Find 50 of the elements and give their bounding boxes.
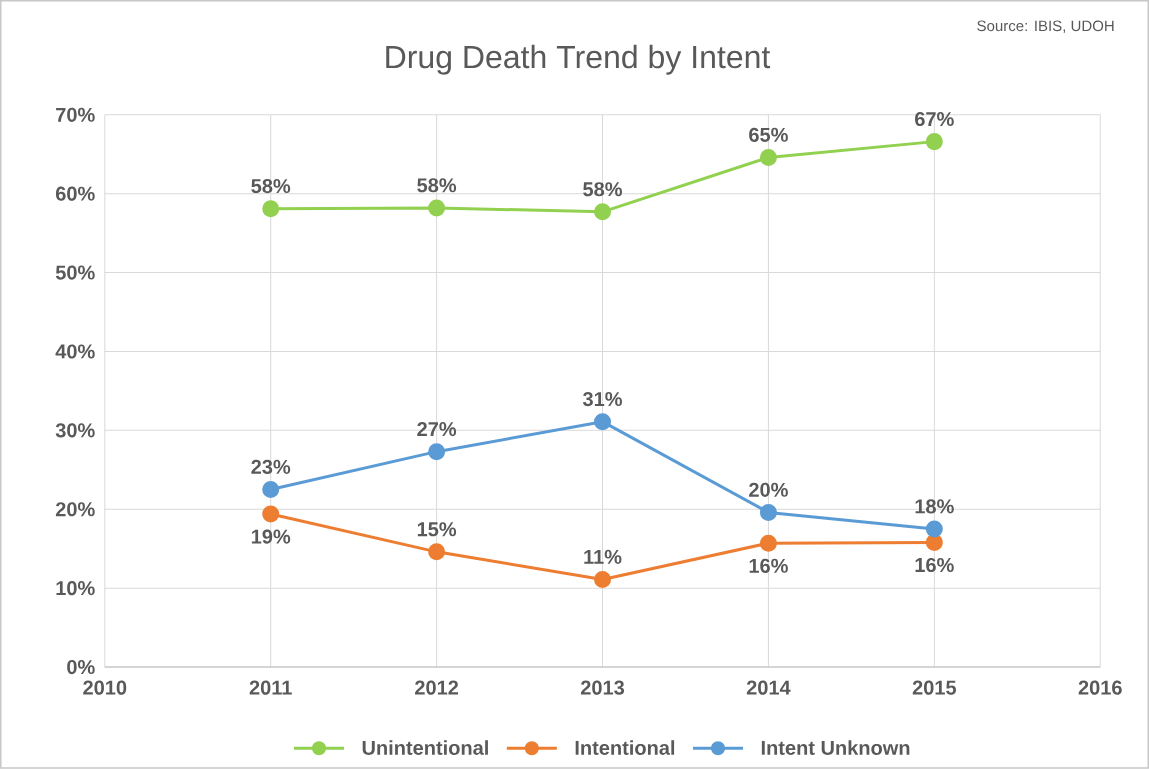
data-label: 65%: [749, 127, 788, 142]
legend-label: Intentional: [575, 740, 675, 755]
x-tick-label: 2014: [746, 680, 791, 695]
data-label: 19%: [251, 529, 291, 544]
point: [759, 534, 777, 552]
legend-label: Intent Unknown: [761, 740, 910, 755]
point: [925, 533, 943, 551]
data-label: 58%: [417, 178, 457, 193]
data-label: 27%: [417, 422, 457, 437]
data-label: 23%: [251, 459, 291, 475]
y-tick-label: 30%: [55, 423, 95, 438]
y-tick-label: 20%: [55, 502, 95, 517]
data-label: 58%: [583, 182, 622, 197]
x-tick-label: 2015: [912, 680, 957, 695]
chart-title: Drug Death Trend by Intent: [386, 44, 771, 75]
y-tick-label: 60%: [55, 186, 95, 201]
point: [925, 520, 943, 538]
x-tick-label: 2012: [415, 680, 459, 695]
y-tick-label: 70%: [56, 107, 95, 122]
data-label: 16%: [749, 558, 788, 573]
point: [594, 413, 612, 431]
data-label: 20%: [749, 482, 788, 497]
point: [759, 148, 777, 166]
point: [925, 133, 943, 151]
y-tick-label: 0%: [67, 660, 95, 675]
data-label: 18%: [915, 499, 954, 514]
data-label: 67%: [915, 112, 954, 127]
point: [759, 503, 777, 521]
point: [262, 200, 280, 218]
data-label: 31%: [582, 392, 622, 407]
point: [428, 443, 446, 461]
point: [262, 481, 280, 499]
x-tick-label: 2010: [83, 680, 127, 695]
point: [594, 571, 612, 589]
data-label: 16%: [915, 557, 954, 573]
source-note: Source: IBIS, UDOH: [977, 20, 1114, 34]
data-label: 11%: [584, 549, 622, 565]
data-label: 15%: [417, 522, 457, 537]
point: [428, 199, 446, 217]
x-tick-label: 2011: [249, 680, 292, 695]
point: [428, 543, 446, 561]
point: [594, 203, 612, 221]
y-tick-label: 40%: [55, 344, 95, 359]
point: [262, 505, 280, 523]
x-tick-label: 2016: [1078, 680, 1122, 695]
x-tick-label: 2013: [580, 680, 625, 695]
y-tick-label: 50%: [55, 265, 95, 280]
y-tick-label: 10%: [56, 581, 95, 596]
legend-label: Unintentional: [362, 740, 488, 755]
data-label: 58%: [251, 179, 291, 194]
